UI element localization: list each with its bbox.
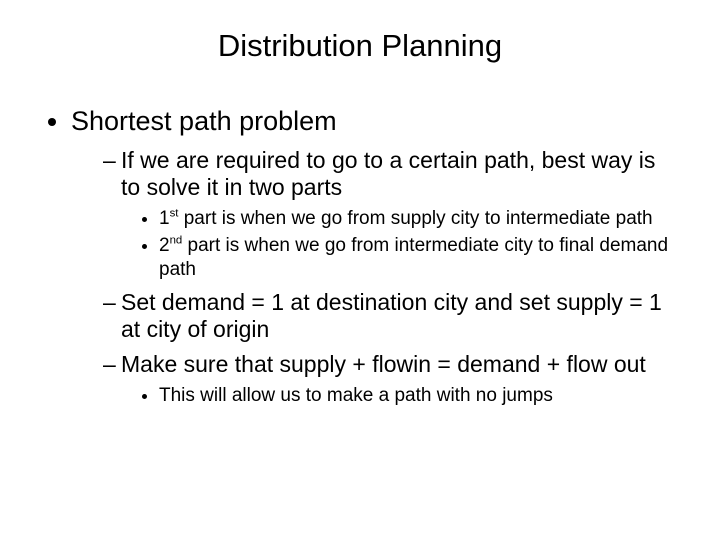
bullet-l2-item: Make sure that supply + flowin = demand … [103,351,675,408]
bullet-l3-text: part is when we go from supply city to i… [178,208,652,229]
bullet-l1-text: Shortest path problem [71,106,337,136]
bullet-l2-text: Make sure that supply + flowin = demand … [121,351,646,377]
bullet-list-l3: This will allow us to make a path with n… [121,384,675,408]
bullet-list-l3: 1st part is when we go from supply city … [121,207,675,281]
bullet-l3-item: 2nd part is when we go from intermediate… [159,234,675,282]
bullet-l1-item: Shortest path problem If we are required… [71,106,675,408]
bullet-l3-item: 1st part is when we go from supply city … [159,207,675,231]
bullet-l2-text: If we are required to go to a certain pa… [121,147,655,200]
ordinal-number: 2 [159,235,170,256]
bullet-l3-item: This will allow us to make a path with n… [159,384,675,408]
ordinal-number: 1 [159,208,170,229]
bullet-l3-text: This will allow us to make a path with n… [159,385,553,406]
bullet-l3-text: part is when we go from intermediate cit… [159,235,668,280]
bullet-l2-item: Set demand = 1 at destination city and s… [103,289,675,343]
slide: Distribution Planning Shortest path prob… [0,0,720,540]
bullet-list-l1: Shortest path problem If we are required… [45,106,675,408]
ordinal-suffix: nd [170,234,183,246]
bullet-list-l2: If we are required to go to a certain pa… [71,147,675,408]
bullet-l2-text: Set demand = 1 at destination city and s… [121,289,662,342]
slide-title: Distribution Planning [45,28,675,64]
bullet-l2-item: If we are required to go to a certain pa… [103,147,675,281]
